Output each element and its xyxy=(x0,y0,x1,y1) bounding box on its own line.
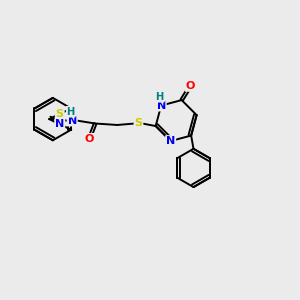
Text: N: N xyxy=(157,100,166,111)
Text: O: O xyxy=(85,134,94,144)
Text: O: O xyxy=(186,81,195,91)
Text: N: N xyxy=(55,119,64,129)
Text: H: H xyxy=(156,92,164,102)
Text: S: S xyxy=(56,109,64,119)
Text: N: N xyxy=(68,116,77,126)
Text: S: S xyxy=(134,118,142,128)
Text: N: N xyxy=(166,136,175,146)
Text: H: H xyxy=(67,107,75,117)
